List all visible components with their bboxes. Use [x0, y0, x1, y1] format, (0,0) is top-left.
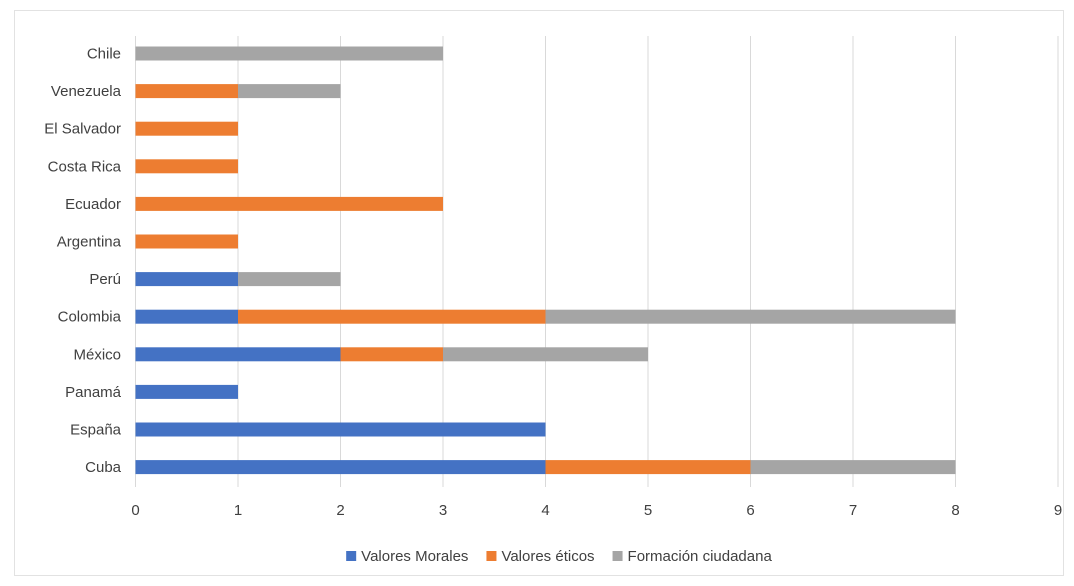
- category-label: Costa Rica: [48, 158, 122, 175]
- x-tick-label: 4: [541, 502, 549, 519]
- gridlines: [135, 36, 1059, 487]
- x-tick-label: 2: [336, 502, 344, 519]
- legend-swatch: [612, 551, 623, 561]
- legend-swatch: [346, 551, 357, 561]
- category-label: Cuba: [85, 459, 122, 476]
- bar-segment: [135, 460, 546, 475]
- bar-segment: [238, 272, 341, 287]
- category-label: El Salvador: [44, 121, 121, 138]
- legend-label: Formación ciudadana: [628, 548, 773, 565]
- category-label: España: [70, 422, 122, 439]
- x-tick-label: 6: [746, 502, 754, 519]
- category-label: Perú: [89, 271, 121, 288]
- category-label: Ecuador: [65, 196, 121, 213]
- bar-segment: [238, 84, 341, 99]
- x-tick-label: 8: [951, 502, 959, 519]
- bar-segment: [135, 347, 341, 362]
- bar-segment: [135, 234, 238, 249]
- bar-segment: [443, 347, 648, 362]
- category-labels: Cuba España Panamá México Colombia Perú Argent…: [44, 46, 121, 477]
- bar-segment: [340, 347, 443, 362]
- bar-segment: [135, 196, 443, 211]
- x-tick-label: 7: [849, 502, 857, 519]
- legend-label: Valores Morales: [361, 548, 468, 565]
- category-label: Colombia: [58, 309, 122, 326]
- bar-segment: [238, 309, 546, 324]
- chart-container: [14, 10, 1064, 576]
- x-tick-label: 3: [439, 502, 447, 519]
- category-label: México: [73, 346, 121, 363]
- legend-item: Formación ciudadana: [612, 548, 773, 565]
- legend-swatch: [486, 551, 497, 561]
- category-label: Venezuela: [51, 83, 122, 100]
- category-label: Chile: [87, 46, 121, 63]
- bar-segment: [135, 272, 238, 287]
- bar-segment: [545, 460, 751, 475]
- x-tick-label: 1: [234, 502, 242, 519]
- bars: [135, 46, 956, 475]
- x-axis-ticks: 0 1 2 3 4 5 6 7 8 9: [131, 502, 1062, 519]
- bar-segment: [135, 309, 238, 324]
- x-tick-label: 5: [644, 502, 652, 519]
- legend: Valores Morales Valores éticos Formación c…: [346, 548, 772, 565]
- bar-segment: [545, 309, 956, 324]
- legend-item: Valores Morales: [346, 548, 468, 565]
- legend-item: Valores éticos: [486, 548, 595, 565]
- bar-segment: [750, 460, 956, 475]
- bar-segment: [135, 422, 546, 437]
- category-label: Panamá: [65, 384, 122, 401]
- category-label: Argentina: [57, 234, 122, 251]
- x-tick-label: 9: [1054, 502, 1062, 519]
- x-tick-label: 0: [131, 502, 139, 519]
- bar-segment: [135, 46, 443, 61]
- bar-segment: [135, 84, 238, 99]
- bar-segment: [135, 384, 238, 399]
- bar-segment: [135, 121, 238, 136]
- bar-segment: [135, 159, 238, 174]
- legend-label: Valores éticos: [501, 548, 594, 565]
